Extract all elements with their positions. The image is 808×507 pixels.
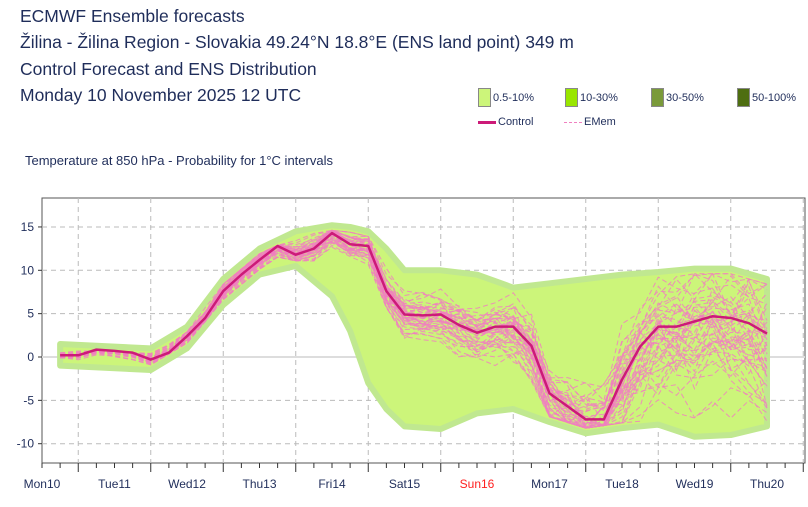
legend-swatch: [478, 88, 491, 107]
legend-label: EMem: [584, 116, 616, 128]
y-tick-label: -10: [17, 437, 35, 451]
ensemble-member-line: [60, 229, 768, 427]
legend-bin-3: 30-50%: [651, 88, 704, 107]
y-tick-label: 0: [27, 350, 34, 364]
x-tick-label: Thu13: [242, 477, 276, 491]
legend-swatch: [651, 88, 664, 107]
ensemble-member-line: [60, 234, 768, 429]
x-tick-label: Tue11: [98, 477, 131, 491]
ensemble-member-line: [60, 246, 768, 412]
product-title: Control Forecast and ENS Distribution: [20, 59, 317, 79]
ensemble-member-line: [60, 229, 768, 429]
member-line-swatch: [564, 121, 582, 123]
legend-control: Control: [478, 116, 533, 128]
chart-title: ECMWF Ensemble forecasts: [20, 6, 245, 26]
legend-label: 0.5-10%: [493, 91, 534, 104]
x-tick-label: Mon17: [531, 477, 568, 491]
y-tick-label: -5: [23, 393, 34, 407]
legend-bin-2: 10-30%: [565, 88, 618, 107]
legend-bin-1: 0.5-10%: [478, 88, 534, 107]
ensemble-member-line: [60, 229, 768, 406]
ensemble-member-line: [60, 229, 768, 428]
legend-label: 10-30%: [580, 91, 618, 104]
x-tick-label: Wed19: [676, 477, 714, 491]
y-tick-label: 10: [21, 263, 35, 277]
x-tick-label: Wed12: [168, 477, 206, 491]
legend-label: Control: [498, 116, 534, 128]
ensemble-member-line: [60, 237, 768, 427]
ensemble-member-line: [60, 232, 768, 424]
legend-label: 30-50%: [666, 91, 704, 104]
x-tick-label: Mon10: [24, 477, 61, 491]
legend-swatch: [737, 88, 750, 107]
location-title: Žilina - Žilina Region - Slovakia 49.24°…: [20, 32, 574, 52]
y-tick-label: 5: [27, 307, 34, 321]
legend-bin-4: 50-100%: [737, 88, 796, 107]
ensemble-member-line: [60, 231, 768, 429]
x-tick-label: Fri14: [318, 477, 346, 491]
x-tick-label: Sun16: [460, 477, 495, 491]
chart-subtitle: Temperature at 850 hPa - Probability for…: [25, 153, 333, 168]
x-tick-label: Tue18: [605, 477, 639, 491]
ensemble-member-line: [60, 233, 768, 402]
ensemble-member-line: [60, 233, 768, 414]
control-line-swatch: [478, 120, 496, 124]
legend-label: 50-100%: [752, 91, 797, 104]
date-title: Monday 10 November 2025 12 UTC: [20, 85, 302, 105]
y-tick-label: 15: [21, 220, 35, 234]
legend-members: EMem: [564, 116, 616, 128]
x-tick-label: Thu20: [750, 477, 784, 491]
ensemble-member-line: [60, 233, 768, 427]
control-forecast-line: [60, 231, 768, 421]
legend-swatch: [565, 88, 578, 107]
ensemble-member-line: [60, 229, 768, 427]
x-tick-label: Sat15: [389, 477, 421, 491]
